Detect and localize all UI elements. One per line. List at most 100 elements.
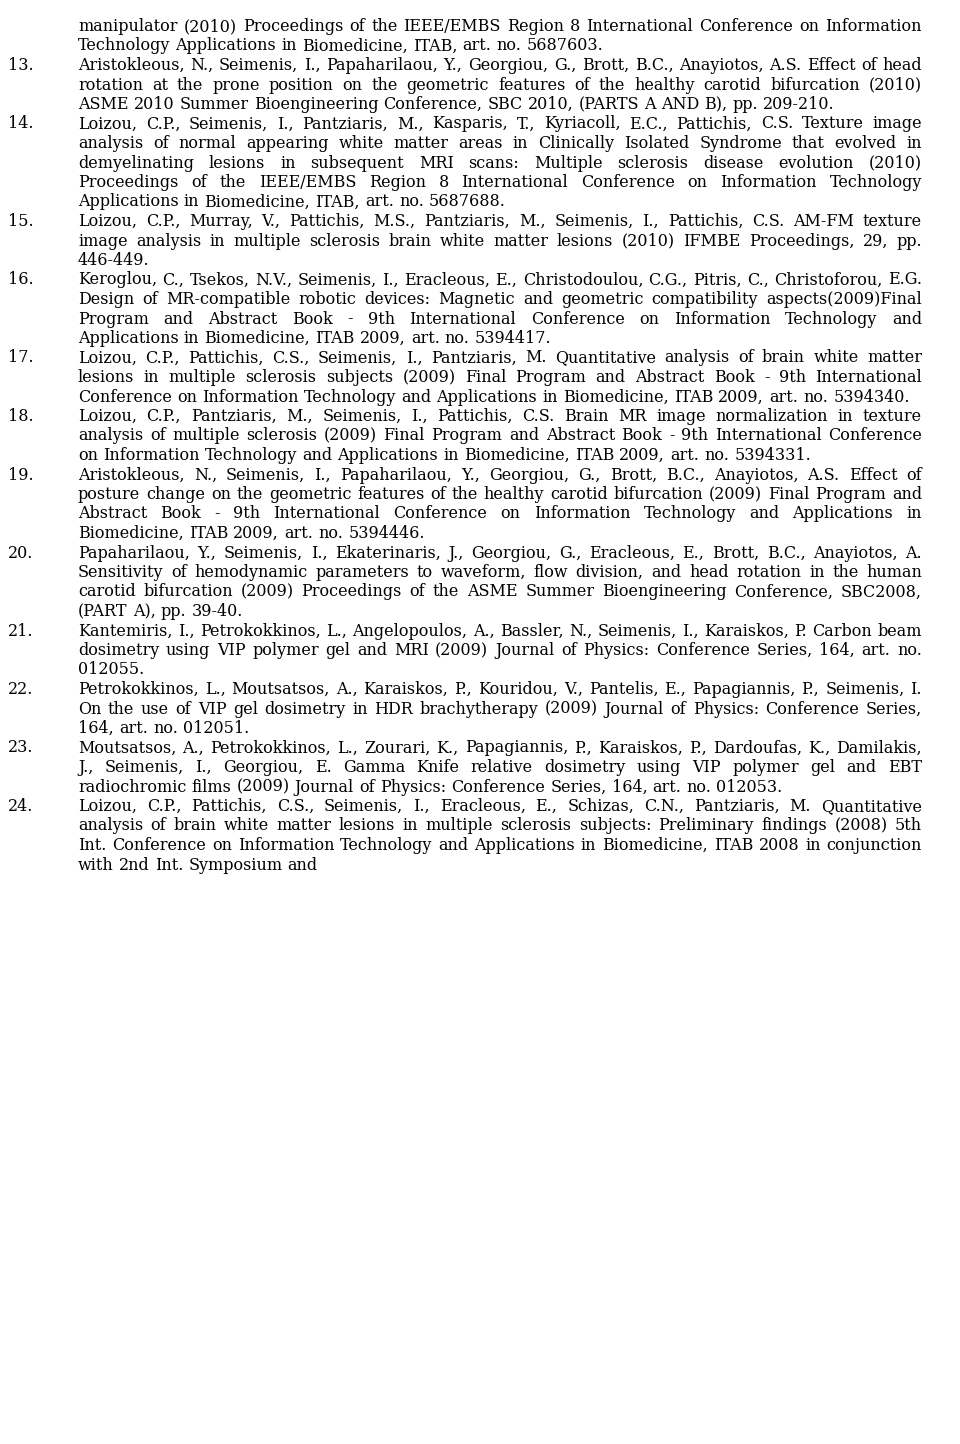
Text: of: of — [738, 349, 754, 367]
Text: matter: matter — [276, 817, 331, 835]
Text: no.: no. — [804, 388, 828, 406]
Text: analysis: analysis — [78, 134, 143, 152]
Text: Kouridou,: Kouridou, — [478, 682, 558, 697]
Text: normal: normal — [179, 134, 236, 152]
Text: in: in — [184, 331, 200, 347]
Text: the: the — [108, 700, 134, 718]
Text: 5687688.: 5687688. — [429, 193, 506, 211]
Text: Angelopoulos,: Angelopoulos, — [352, 622, 468, 640]
Text: Seimenis,: Seimenis, — [224, 544, 303, 562]
Text: (2008): (2008) — [834, 817, 887, 835]
Text: matter: matter — [493, 232, 548, 250]
Text: in: in — [209, 232, 225, 250]
Text: Conference: Conference — [451, 778, 545, 796]
Text: no.: no. — [153, 721, 178, 736]
Text: B.C.,: B.C., — [767, 544, 805, 562]
Text: 22.: 22. — [8, 682, 34, 697]
Text: Aristokleous,: Aristokleous, — [78, 56, 184, 74]
Text: P.,: P., — [574, 739, 592, 757]
Text: 8: 8 — [570, 17, 581, 35]
Text: IEEE/EMBS: IEEE/EMBS — [403, 17, 501, 35]
Text: 5394331.: 5394331. — [734, 448, 811, 464]
Text: Biomedicine,: Biomedicine, — [78, 526, 183, 542]
Text: and: and — [357, 643, 387, 658]
Text: Seimenis,: Seimenis, — [189, 116, 268, 133]
Text: image: image — [657, 409, 707, 425]
Text: Karaiskos,: Karaiskos, — [364, 682, 448, 697]
Text: P.,: P., — [454, 682, 472, 697]
Text: beam: beam — [877, 622, 922, 640]
Text: IFMBE: IFMBE — [684, 232, 740, 250]
Text: no.: no. — [444, 331, 469, 347]
Text: ITAB: ITAB — [674, 388, 713, 406]
Text: image: image — [873, 116, 922, 133]
Text: Y.,: Y., — [461, 466, 480, 484]
Text: in: in — [402, 817, 419, 835]
Text: Preliminary: Preliminary — [659, 817, 754, 835]
Text: E.,: E., — [664, 682, 686, 697]
Text: C.S.: C.S. — [522, 409, 555, 425]
Text: Brott,: Brott, — [610, 466, 657, 484]
Text: 164,: 164, — [78, 721, 113, 736]
Text: Applications: Applications — [474, 838, 575, 853]
Text: in: in — [581, 838, 596, 853]
Text: Information: Information — [674, 310, 770, 328]
Text: Final: Final — [768, 487, 809, 503]
Text: 5394417.: 5394417. — [475, 331, 551, 347]
Text: Design: Design — [78, 292, 134, 308]
Text: 5687603.: 5687603. — [526, 38, 603, 55]
Text: bifurcation: bifurcation — [143, 583, 233, 601]
Text: white: white — [440, 232, 485, 250]
Text: P.,: P., — [802, 682, 819, 697]
Text: N.,: N., — [190, 56, 213, 74]
Text: multiple: multiple — [233, 232, 300, 250]
Text: division,: division, — [576, 565, 644, 580]
Text: disease: disease — [704, 155, 764, 172]
Text: Book: Book — [714, 370, 755, 386]
Text: matter: matter — [394, 134, 448, 152]
Text: lesions: lesions — [339, 817, 396, 835]
Text: A.,: A., — [336, 682, 358, 697]
Text: art.: art. — [862, 643, 891, 658]
Text: Loizou,: Loizou, — [78, 214, 137, 230]
Text: dosimetry: dosimetry — [78, 643, 159, 658]
Text: Technology: Technology — [785, 310, 877, 328]
Text: Eracleous,: Eracleous, — [589, 544, 675, 562]
Text: Pattichis,: Pattichis, — [677, 116, 752, 133]
Text: C.S.: C.S. — [753, 214, 784, 230]
Text: bifurcation: bifurcation — [613, 487, 704, 503]
Text: Book: Book — [292, 310, 333, 328]
Text: and: and — [892, 310, 922, 328]
Text: carotid: carotid — [550, 487, 608, 503]
Text: C.P.,: C.P., — [145, 349, 180, 367]
Text: A.: A. — [905, 544, 922, 562]
Text: Petrokokkinos,: Petrokokkinos, — [78, 682, 199, 697]
Text: C.N.,: C.N., — [644, 799, 684, 814]
Text: in: in — [144, 370, 159, 386]
Text: on: on — [78, 448, 98, 464]
Text: of: of — [359, 778, 374, 796]
Text: Papaharilaou,: Papaharilaou, — [340, 466, 452, 484]
Text: International: International — [462, 173, 568, 191]
Text: Effect: Effect — [849, 466, 898, 484]
Text: EBT: EBT — [888, 760, 922, 775]
Text: Biomedicine,: Biomedicine, — [302, 38, 408, 55]
Text: Information: Information — [203, 388, 299, 406]
Text: and: and — [401, 388, 431, 406]
Text: T.,: T., — [516, 116, 535, 133]
Text: no.: no. — [898, 643, 922, 658]
Text: polymer: polymer — [252, 643, 319, 658]
Text: C.,: C., — [747, 271, 769, 289]
Text: art.: art. — [769, 388, 798, 406]
Text: I.: I. — [910, 682, 922, 697]
Text: K.,: K., — [808, 739, 830, 757]
Text: 21.: 21. — [8, 622, 34, 640]
Text: Sensitivity: Sensitivity — [78, 565, 163, 580]
Text: 14.: 14. — [8, 116, 34, 133]
Text: in: in — [542, 388, 558, 406]
Text: 2009,: 2009, — [233, 526, 279, 542]
Text: features: features — [357, 487, 424, 503]
Text: E.,: E., — [536, 799, 558, 814]
Text: J.,: J., — [448, 544, 464, 562]
Text: E.,: E., — [495, 271, 517, 289]
